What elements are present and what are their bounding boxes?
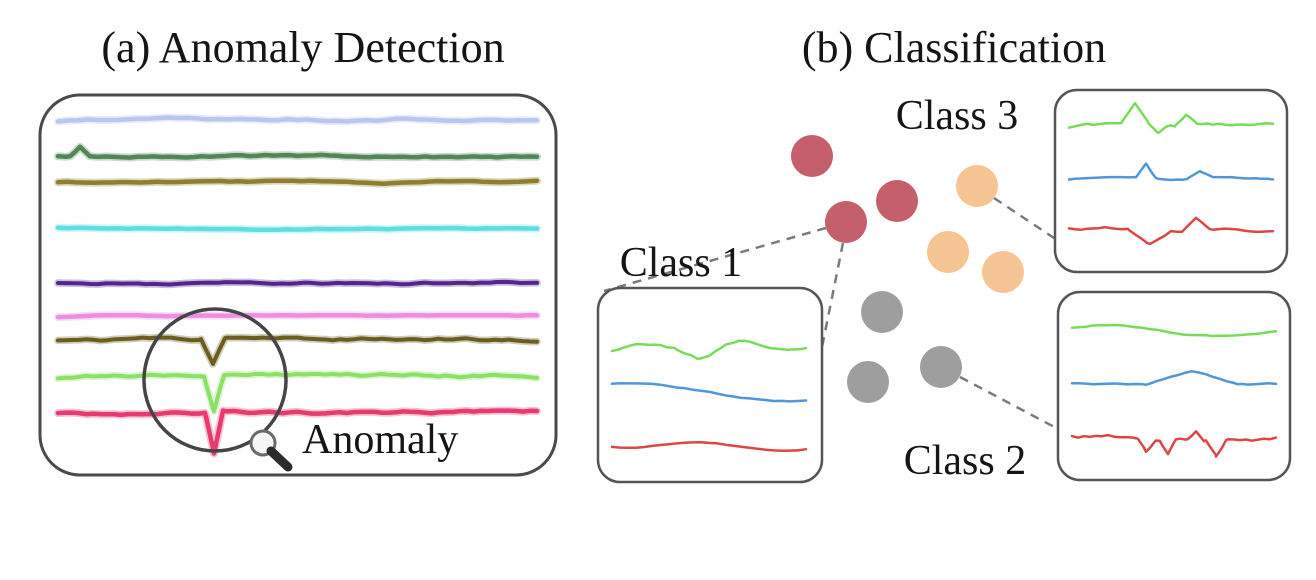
cluster-dots: [791, 135, 1024, 403]
magnifier-icon-handle: [266, 446, 293, 472]
class-1-sample-box: [596, 286, 824, 484]
class-2-sample-box: [1056, 290, 1292, 482]
series-1-periwinkle-line: [55, 115, 540, 124]
series-5-purple-line: [56, 279, 539, 287]
class-3-cluster: [927, 165, 1024, 293]
class-1-red-line: [610, 440, 808, 452]
class-3-cluster-dot: [982, 251, 1024, 293]
panel-b: Class 1 Class 2 Class 3: [596, 88, 1292, 484]
class-1-connector-b: [818, 242, 845, 358]
class-2-connector: [959, 375, 1061, 432]
series-4-cyan-line: [55, 225, 540, 233]
panel-a-title: (a) Anomaly Detection: [101, 23, 504, 72]
class-1-connector-a: [603, 226, 827, 293]
series-3-olive-line: [55, 178, 540, 186]
anomaly-label: Anomaly: [302, 417, 458, 463]
panel-a: Anomaly: [38, 93, 558, 477]
class-1-green-line: [610, 339, 808, 360]
class-2-cluster-dot: [847, 361, 889, 403]
class-3-cluster-dot: [927, 231, 969, 273]
panel-b-title: (b) Classification: [802, 23, 1106, 72]
series-6-orchid-line: [55, 312, 540, 320]
class-2-cluster-dot: [920, 346, 962, 388]
class-1-cluster: [791, 135, 918, 243]
class-labels: Class 1 Class 2 Class 3: [620, 93, 1027, 484]
class-1-cluster-dot: [876, 180, 918, 222]
class-1-blue-line: [610, 381, 808, 403]
series-2-green-line: [55, 144, 540, 160]
class-sample-boxes: [596, 88, 1292, 484]
cluster-connectors: [603, 196, 1061, 432]
class-3-connector: [993, 196, 1058, 242]
class-2-cluster: [847, 291, 962, 403]
class-2-red-line: [1070, 430, 1278, 458]
class-1-cluster-dot: [791, 135, 833, 177]
class-3-blue-line: [1067, 162, 1275, 182]
class-2-blue-line: [1070, 370, 1278, 386]
class-3-label: Class 3: [896, 93, 1019, 139]
magnifier: [142, 307, 293, 472]
series-7-dark-olive-line: [56, 335, 539, 366]
class-1-cluster-dot: [825, 201, 867, 243]
class-3-red-line: [1067, 216, 1275, 246]
class-2-green-line: [1070, 323, 1278, 338]
class-2-cluster-dot: [861, 291, 903, 333]
class-1-box-outline: [596, 286, 824, 484]
class-3-green-line: [1067, 101, 1275, 135]
class-2-label: Class 2: [904, 438, 1027, 484]
class-3-sample-box: [1053, 88, 1289, 274]
class-2-box-outline: [1056, 290, 1292, 482]
class-1-label: Class 1: [620, 240, 743, 286]
magnifier-lens-circle: [142, 307, 288, 453]
class-3-cluster-dot: [956, 165, 998, 207]
series-9-crimson-line: [55, 408, 540, 456]
